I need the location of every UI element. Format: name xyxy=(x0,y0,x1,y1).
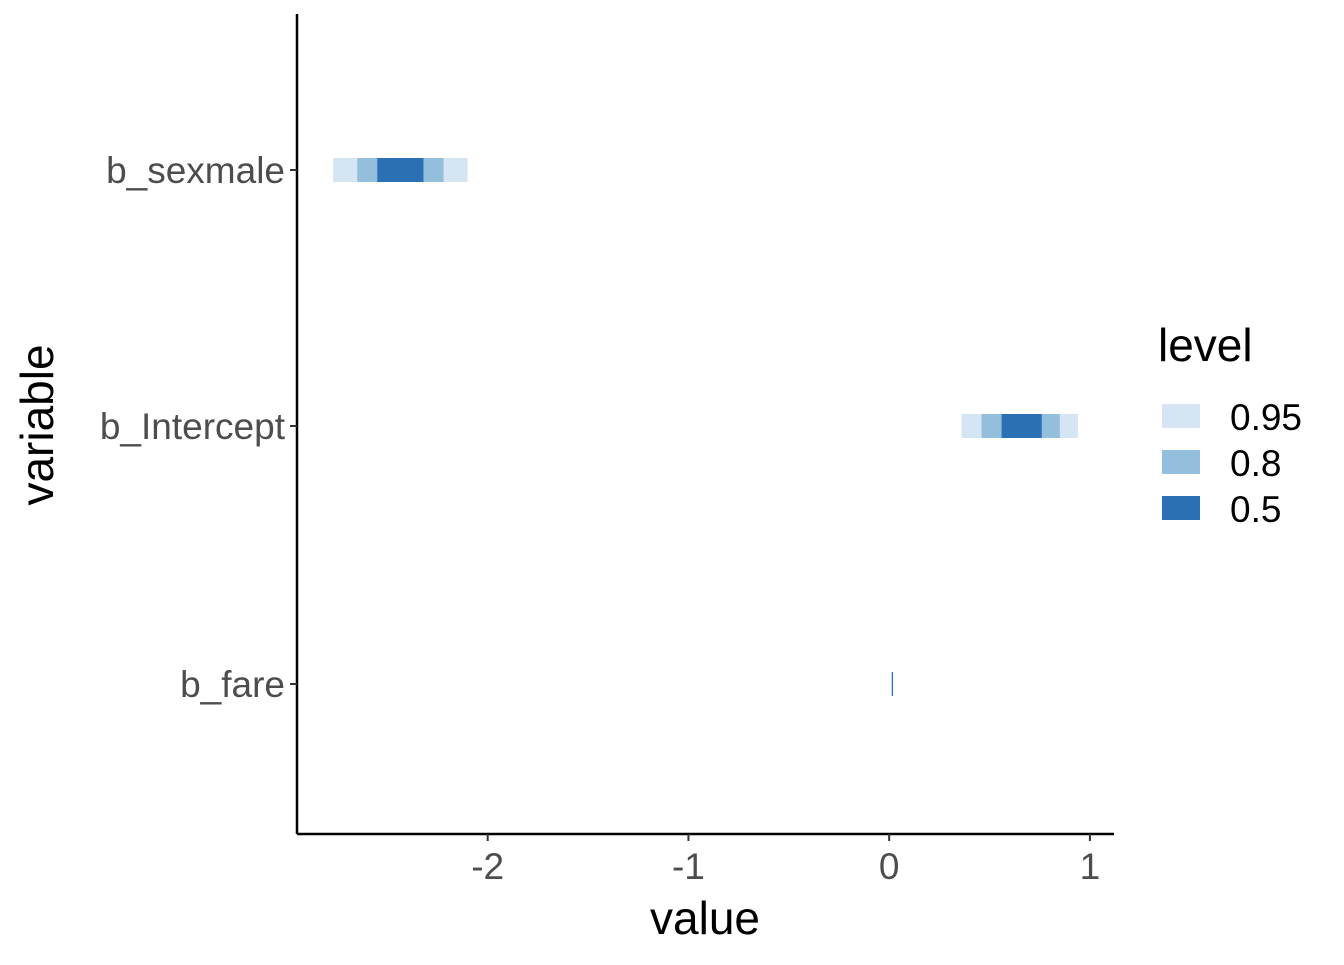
interval-b-sexmale-level-0-5 xyxy=(377,158,424,182)
legend: level 0.95 0.8 0.5 xyxy=(1158,319,1302,530)
y-tick-label: b_sexmale xyxy=(106,150,285,191)
y-axis-title: variable xyxy=(11,344,63,505)
x-tick-label: 0 xyxy=(879,846,900,887)
legend-label: 0.95 xyxy=(1230,397,1302,438)
y-tick-label: b_Intercept xyxy=(100,406,286,447)
legend-swatch xyxy=(1162,496,1200,520)
legend-label: 0.8 xyxy=(1230,443,1281,484)
legend-swatch xyxy=(1162,404,1200,428)
legend-label: 0.5 xyxy=(1230,489,1281,530)
interval-b-intercept-level-0-5 xyxy=(1001,414,1042,438)
intervals-layer xyxy=(333,158,1078,696)
legend-swatch xyxy=(1162,450,1200,474)
x-tick-label: -2 xyxy=(471,846,504,887)
axes-layer: b_sexmale b_Intercept b_fare -2 -1 0 1 xyxy=(100,14,1114,887)
interval-b-fare-level-0-5 xyxy=(891,672,893,696)
legend-title: level xyxy=(1158,319,1253,371)
x-axis-title: value xyxy=(650,892,760,944)
y-tick-label: b_fare xyxy=(180,664,285,705)
x-tick-label: -1 xyxy=(672,846,705,887)
x-tick-label: 1 xyxy=(1080,846,1101,887)
